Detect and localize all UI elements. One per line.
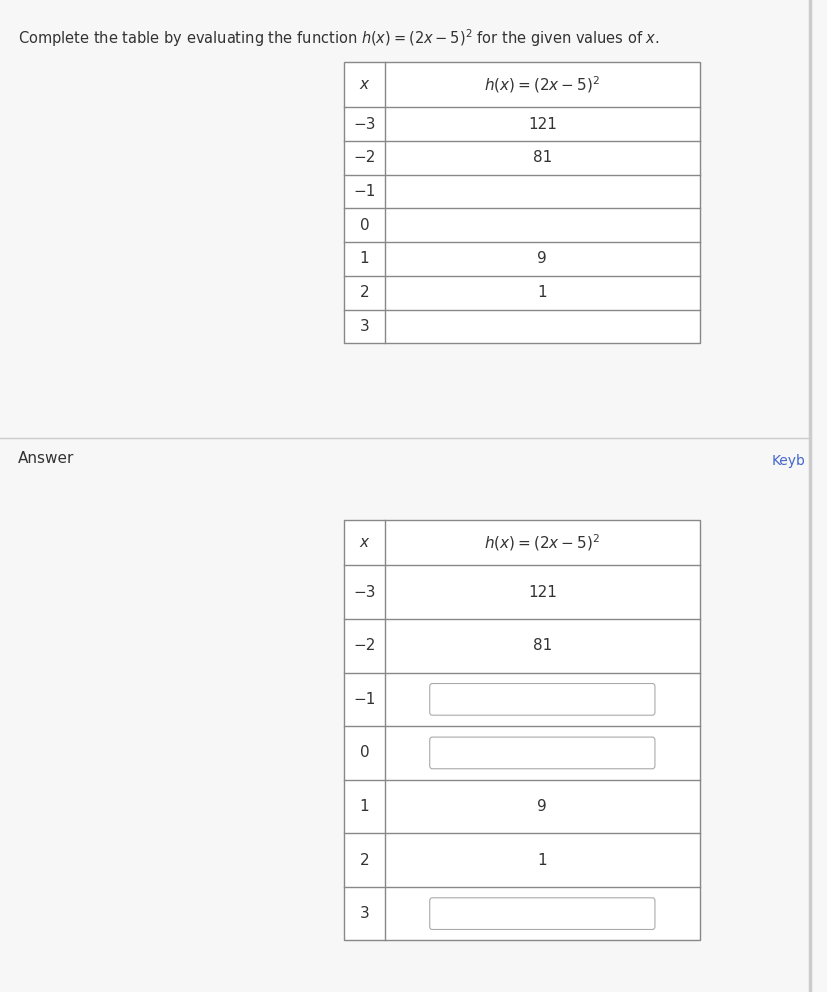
- Bar: [343, 520, 699, 940]
- Text: $x$: $x$: [358, 535, 370, 551]
- Text: 121: 121: [528, 584, 556, 600]
- Text: $h(x) = (2x - 5)^2$: $h(x) = (2x - 5)^2$: [484, 74, 600, 94]
- Text: 2: 2: [359, 285, 369, 301]
- Text: 0: 0: [359, 745, 369, 761]
- Text: $x$: $x$: [358, 76, 370, 92]
- Text: Answer: Answer: [18, 451, 74, 466]
- Text: −3: −3: [352, 584, 375, 600]
- Text: Keyb: Keyb: [771, 454, 805, 468]
- Text: −1: −1: [352, 184, 375, 199]
- Text: 1: 1: [359, 251, 369, 267]
- Text: 1: 1: [359, 799, 369, 814]
- Text: 9: 9: [537, 799, 547, 814]
- Bar: [343, 62, 699, 343]
- Text: −1: −1: [352, 691, 375, 707]
- Text: −2: −2: [352, 638, 375, 654]
- Text: 3: 3: [359, 318, 369, 334]
- Text: −2: −2: [352, 150, 375, 166]
- FancyBboxPatch shape: [429, 683, 654, 715]
- FancyBboxPatch shape: [429, 737, 654, 769]
- Text: 0: 0: [359, 217, 369, 233]
- Text: −3: −3: [352, 116, 375, 132]
- Text: 81: 81: [532, 150, 552, 166]
- Text: 1: 1: [537, 285, 547, 301]
- Text: 2: 2: [359, 852, 369, 868]
- FancyBboxPatch shape: [429, 898, 654, 930]
- Text: 121: 121: [528, 116, 556, 132]
- Text: 3: 3: [359, 906, 369, 922]
- Text: Complete the table by evaluating the function $h(x) = (2x - 5)^2$ for the given : Complete the table by evaluating the fun…: [18, 28, 659, 50]
- Text: $h(x) = (2x - 5)^2$: $h(x) = (2x - 5)^2$: [484, 533, 600, 553]
- Text: 9: 9: [537, 251, 547, 267]
- Text: 81: 81: [532, 638, 552, 654]
- Text: 1: 1: [537, 852, 547, 868]
